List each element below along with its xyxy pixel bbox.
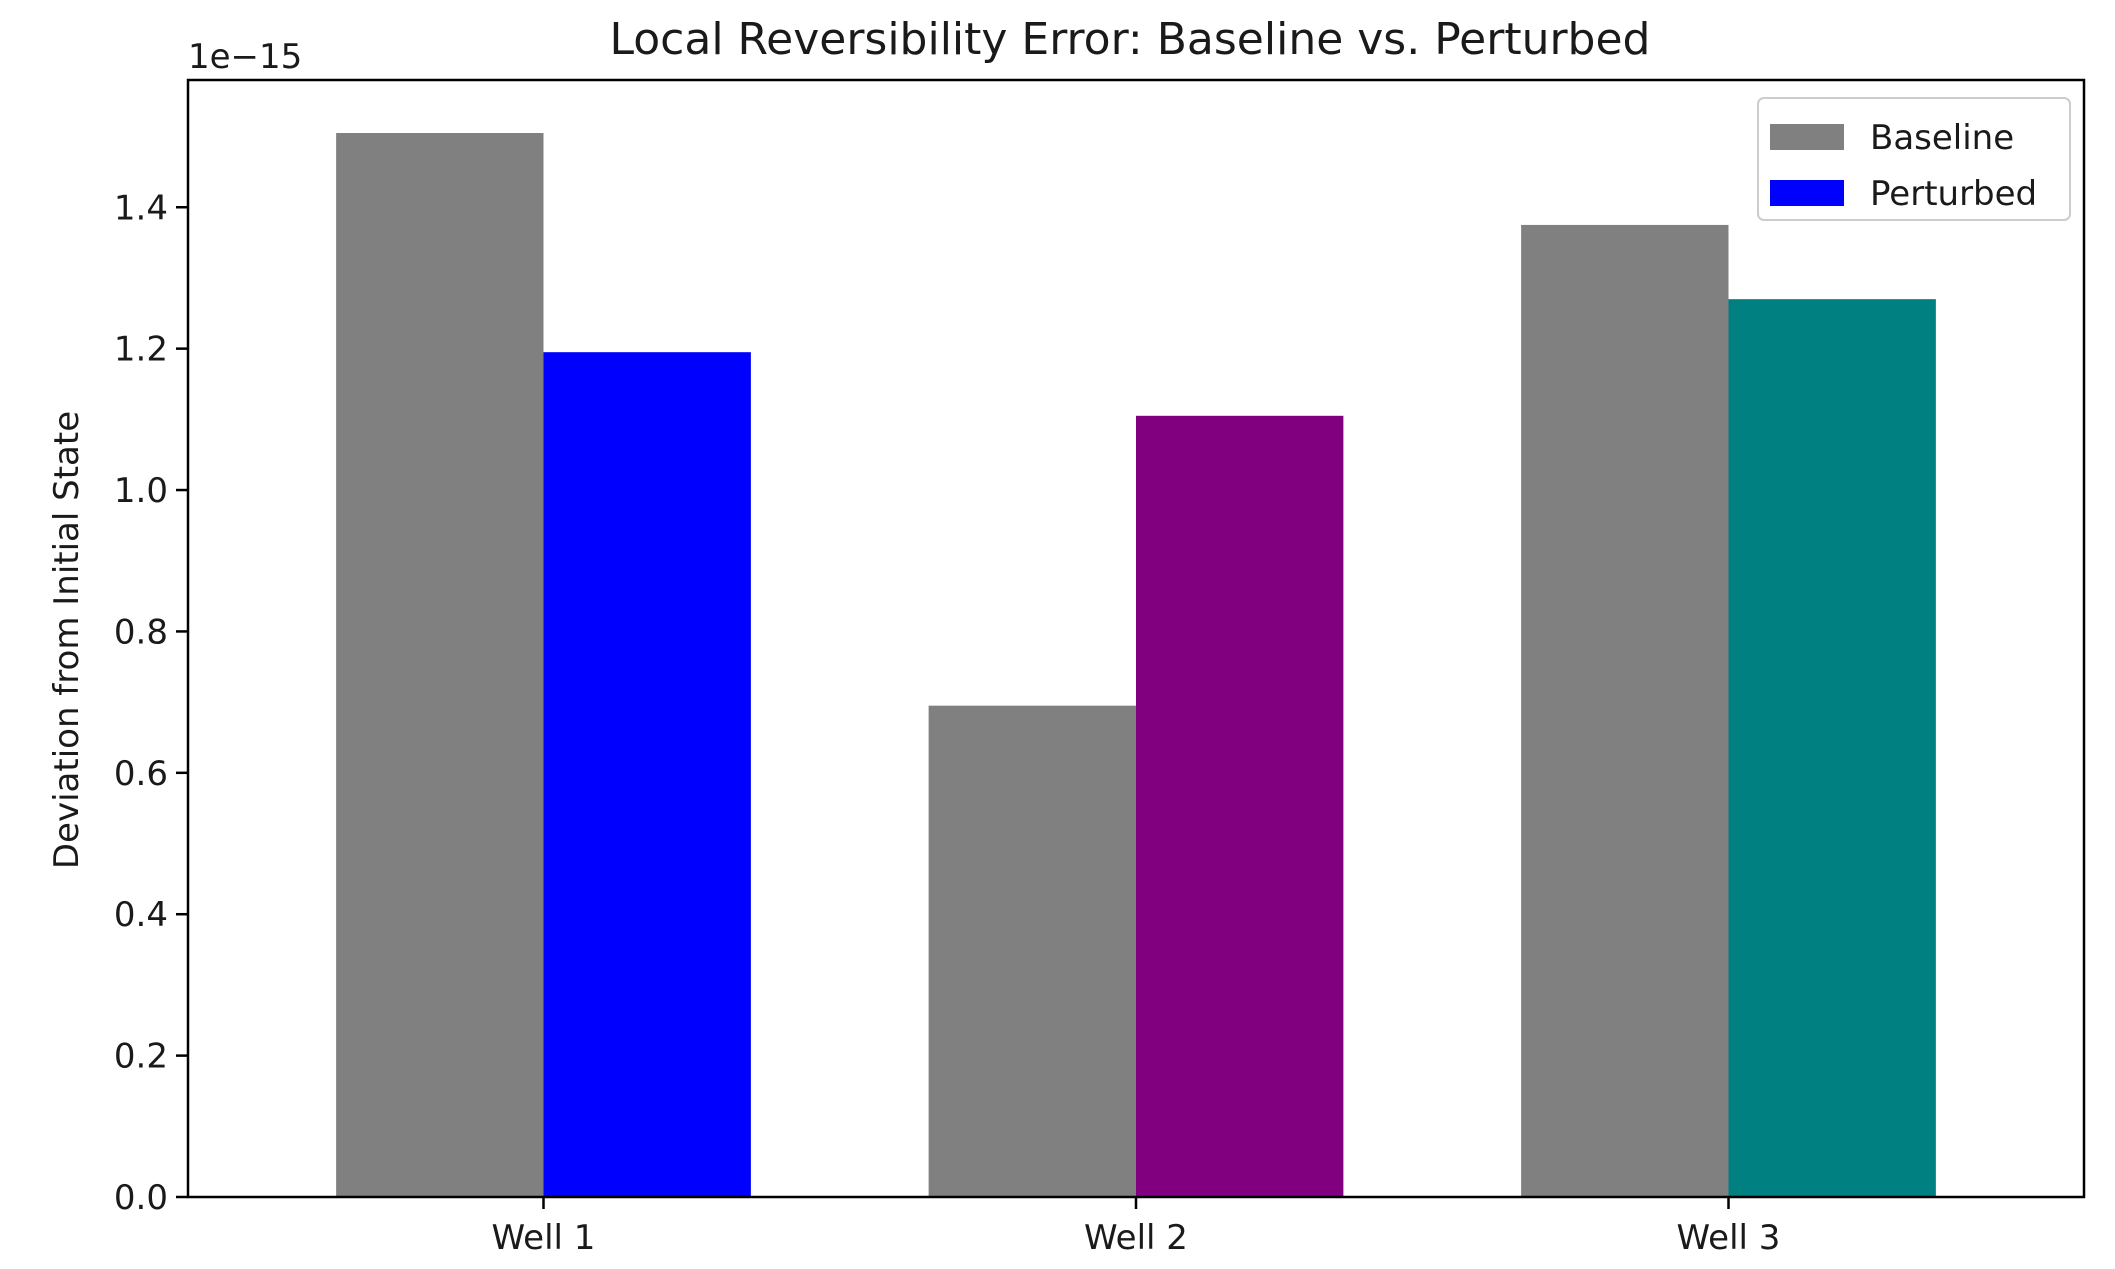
y-tick-label: 0.8 xyxy=(114,612,168,652)
bar-baseline-3 xyxy=(1521,224,1729,1197)
y-tick-label: 0.2 xyxy=(114,1037,168,1077)
y-tick-label: 1.4 xyxy=(114,188,168,228)
plot-area-frame xyxy=(186,78,2086,1199)
bar-perturbed-3 xyxy=(1728,299,1936,1198)
legend-swatch-perturbed xyxy=(1770,180,1844,206)
x-tick-label: Well 1 xyxy=(492,1218,596,1258)
bars-group xyxy=(336,133,1936,1198)
x-axis-ticks: Well 1 Well 2 Well 3 xyxy=(492,1197,1781,1258)
legend: Baseline Perturbed xyxy=(1757,97,2071,221)
y-tick-label: 1.2 xyxy=(114,330,168,370)
bar-perturbed-1 xyxy=(543,352,751,1197)
bar-perturbed-2 xyxy=(1136,415,1344,1197)
y-tick-label: 1.0 xyxy=(114,471,168,511)
legend-swatch-baseline xyxy=(1770,124,1844,150)
x-tick-label: Well 2 xyxy=(1084,1218,1188,1258)
y-tick-label: 0.0 xyxy=(114,1178,168,1218)
bar-baseline-2 xyxy=(928,705,1136,1197)
legend-label-baseline: Baseline xyxy=(1870,118,2014,158)
x-tick-label: Well 3 xyxy=(1677,1218,1781,1258)
y-axis-ticks: 0.0 0.2 0.4 0.6 0.8 1.0 1.2 1.4 xyxy=(114,188,188,1218)
legend-label-perturbed: Perturbed xyxy=(1870,174,2037,214)
bar-baseline-1 xyxy=(336,133,544,1197)
y-axis-label: Deviation from Initial State xyxy=(47,411,87,869)
y-tick-label: 0.6 xyxy=(114,754,168,794)
axis-offset-label: 1e−15 xyxy=(188,37,302,77)
chart-title: Local Reversibility Error: Baseline vs. … xyxy=(610,14,1651,65)
y-tick-label: 0.4 xyxy=(114,895,168,935)
